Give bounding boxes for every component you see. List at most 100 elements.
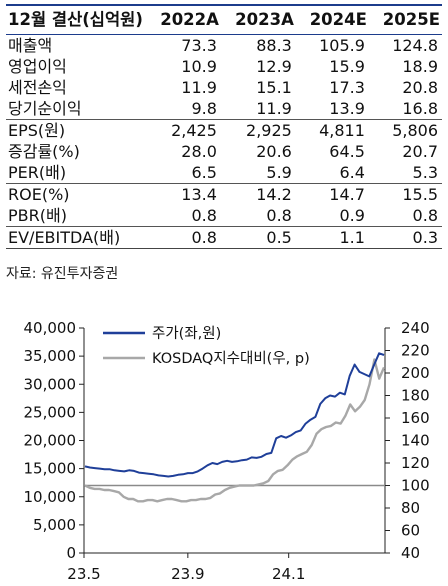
table-group-valuation: EV/EBITDA(배) 0.8 0.5 1.1 0.3 <box>6 227 442 249</box>
table-cell: 4,811 <box>319 121 365 140</box>
right-tick-label: 240 <box>401 319 430 337</box>
right-tick-label: 140 <box>401 432 430 450</box>
table-cell: 11.9 <box>256 99 292 118</box>
header-2025e: 2025E <box>382 10 440 29</box>
table-cell: 9.8 <box>191 99 217 118</box>
relative-index-series-line <box>84 358 386 503</box>
table-cell: 20.8 <box>402 78 438 97</box>
right-tick-label: 120 <box>401 454 430 472</box>
header-2022a: 2022A <box>160 10 219 29</box>
right-tick-label: 160 <box>401 409 430 427</box>
table-cell: 10.9 <box>181 57 217 76</box>
table-cell: 14.2 <box>256 185 292 204</box>
row-label: EV/EBITDA(배) <box>8 228 121 247</box>
table-row: 증감률(%) 28.0 20.6 64.5 20.7 <box>6 141 442 162</box>
table-cell: 0.8 <box>266 206 292 225</box>
table-cell: 15.5 <box>402 185 438 204</box>
table-cell: 28.0 <box>181 142 217 161</box>
table-row: PBR(배) 0.8 0.8 0.9 0.8 <box>6 205 442 227</box>
table-group-returns: ROE(%) 13.4 14.2 14.7 15.5 PBR(배) 0.8 0.… <box>6 184 442 227</box>
row-label: 세전손익 <box>8 78 67 97</box>
table-group-income: 매출액 73.3 88.3 105.9 124.8 영업이익 10.9 12.9… <box>6 35 442 120</box>
table-cell: 124.8 <box>392 36 438 55</box>
table-cell: 5.9 <box>266 163 292 182</box>
table-cell: 88.3 <box>256 36 292 55</box>
header-2024e: 2024E <box>309 10 367 29</box>
financial-summary-table: 12월 결산(십억원) 2022A 2023A 2024E 2025E 매출액 … <box>6 4 442 249</box>
table-row: 당기순이익 9.8 11.9 13.9 16.8 <box>6 98 442 120</box>
x-axis: 23.5 23.9 24.1 <box>67 552 385 583</box>
table-cell: 6.4 <box>339 163 365 182</box>
x-tick-label: 23.9 <box>171 565 204 583</box>
x-tick-label: 23.5 <box>67 565 100 583</box>
table-cell: 13.4 <box>181 185 217 204</box>
table-group-per-share: EPS(원) 2,425 2,925 4,811 5,806 증감률(%) 28… <box>6 120 442 184</box>
legend: 주가(좌,원) KOSDAQ지수대비(우, p) <box>103 325 310 367</box>
left-tick-label: 30,000 <box>24 375 77 393</box>
table-cell: 5.3 <box>412 163 438 182</box>
table-row: 매출액 73.3 88.3 105.9 124.8 <box>6 35 442 57</box>
left-tick-label: 0 <box>66 544 76 562</box>
table-header-row: 12월 결산(십억원) 2022A 2023A 2024E 2025E <box>6 5 442 35</box>
source-note: 자료: 유진투자증권 <box>6 266 119 282</box>
right-tick-label: 40 <box>401 544 420 562</box>
right-axis: 40 60 80 100 120 140 160 180 200 220 240 <box>384 319 430 562</box>
table-cell: 0.3 <box>412 228 438 247</box>
table-cell: 20.6 <box>256 142 292 161</box>
price-series-line <box>84 352 385 478</box>
left-tick-label: 40,000 <box>24 319 77 337</box>
table-cell: 15.9 <box>329 57 365 76</box>
left-tick-label: 10,000 <box>24 488 77 506</box>
table-row: 세전손익 11.9 15.1 17.3 20.8 <box>6 77 442 98</box>
table-cell: 18.9 <box>402 57 438 76</box>
table-cell: 6.5 <box>191 163 217 182</box>
right-tick-label: 180 <box>401 387 430 405</box>
table-cell: 14.7 <box>329 185 365 204</box>
x-tick-label: 24.1 <box>272 565 305 583</box>
table-cell: 2,425 <box>171 121 217 140</box>
legend-label: KOSDAQ지수대비(우, p) <box>152 350 310 367</box>
row-label: 당기순이익 <box>8 99 82 118</box>
row-label: 영업이익 <box>8 57 67 76</box>
left-tick-label: 35,000 <box>24 347 77 365</box>
row-label: PER(배) <box>8 163 67 182</box>
left-tick-label: 5,000 <box>33 516 76 534</box>
table-cell: 16.8 <box>402 99 438 118</box>
table-cell: 0.8 <box>412 206 438 225</box>
table-cell: 2,925 <box>246 121 292 140</box>
table-row: 영업이익 10.9 12.9 15.9 18.9 <box>6 56 442 77</box>
table-cell: 15.1 <box>256 78 292 97</box>
table-cell: 17.3 <box>329 78 365 97</box>
right-tick-label: 220 <box>401 342 430 360</box>
table-row: EPS(원) 2,425 2,925 4,811 5,806 <box>6 120 442 142</box>
header-2023a: 2023A <box>235 10 294 29</box>
right-tick-label: 80 <box>401 499 420 517</box>
table-cell: 105.9 <box>319 36 365 55</box>
table-cell: 12.9 <box>256 57 292 76</box>
table-cell: 13.9 <box>329 99 365 118</box>
header-period-label: 12월 결산(십억원) <box>8 10 143 29</box>
table-cell: 0.8 <box>191 206 217 225</box>
table-cell: 73.3 <box>181 36 217 55</box>
left-axis: 0 5,000 10,000 15,000 20,000 25,000 30,000 35,0… <box>24 319 85 562</box>
row-label: 증감률(%) <box>8 142 80 161</box>
table-cell: 0.9 <box>339 206 365 225</box>
left-tick-label: 15,000 <box>24 460 77 478</box>
table-cell: 11.9 <box>181 78 217 97</box>
table-cell: 0.5 <box>266 228 292 247</box>
row-label: EPS(원) <box>8 121 66 140</box>
plot-area <box>84 352 386 503</box>
table-cell: 20.7 <box>402 142 438 161</box>
left-tick-label: 25,000 <box>24 403 77 421</box>
row-label: PBR(배) <box>8 206 67 225</box>
left-tick-label: 20,000 <box>24 432 77 450</box>
table-cell: 1.1 <box>339 228 365 247</box>
table-row: EV/EBITDA(배) 0.8 0.5 1.1 0.3 <box>6 227 442 249</box>
table-cell: 64.5 <box>329 142 365 161</box>
right-tick-label: 60 <box>401 522 420 540</box>
legend-label: 주가(좌,원) <box>152 325 221 342</box>
row-label: 매출액 <box>8 36 53 55</box>
row-label: ROE(%) <box>8 185 70 204</box>
stock-price-chart: 0 5,000 10,000 15,000 20,000 25,000 30,000 35,0… <box>24 319 430 583</box>
right-tick-label: 100 <box>401 477 430 495</box>
